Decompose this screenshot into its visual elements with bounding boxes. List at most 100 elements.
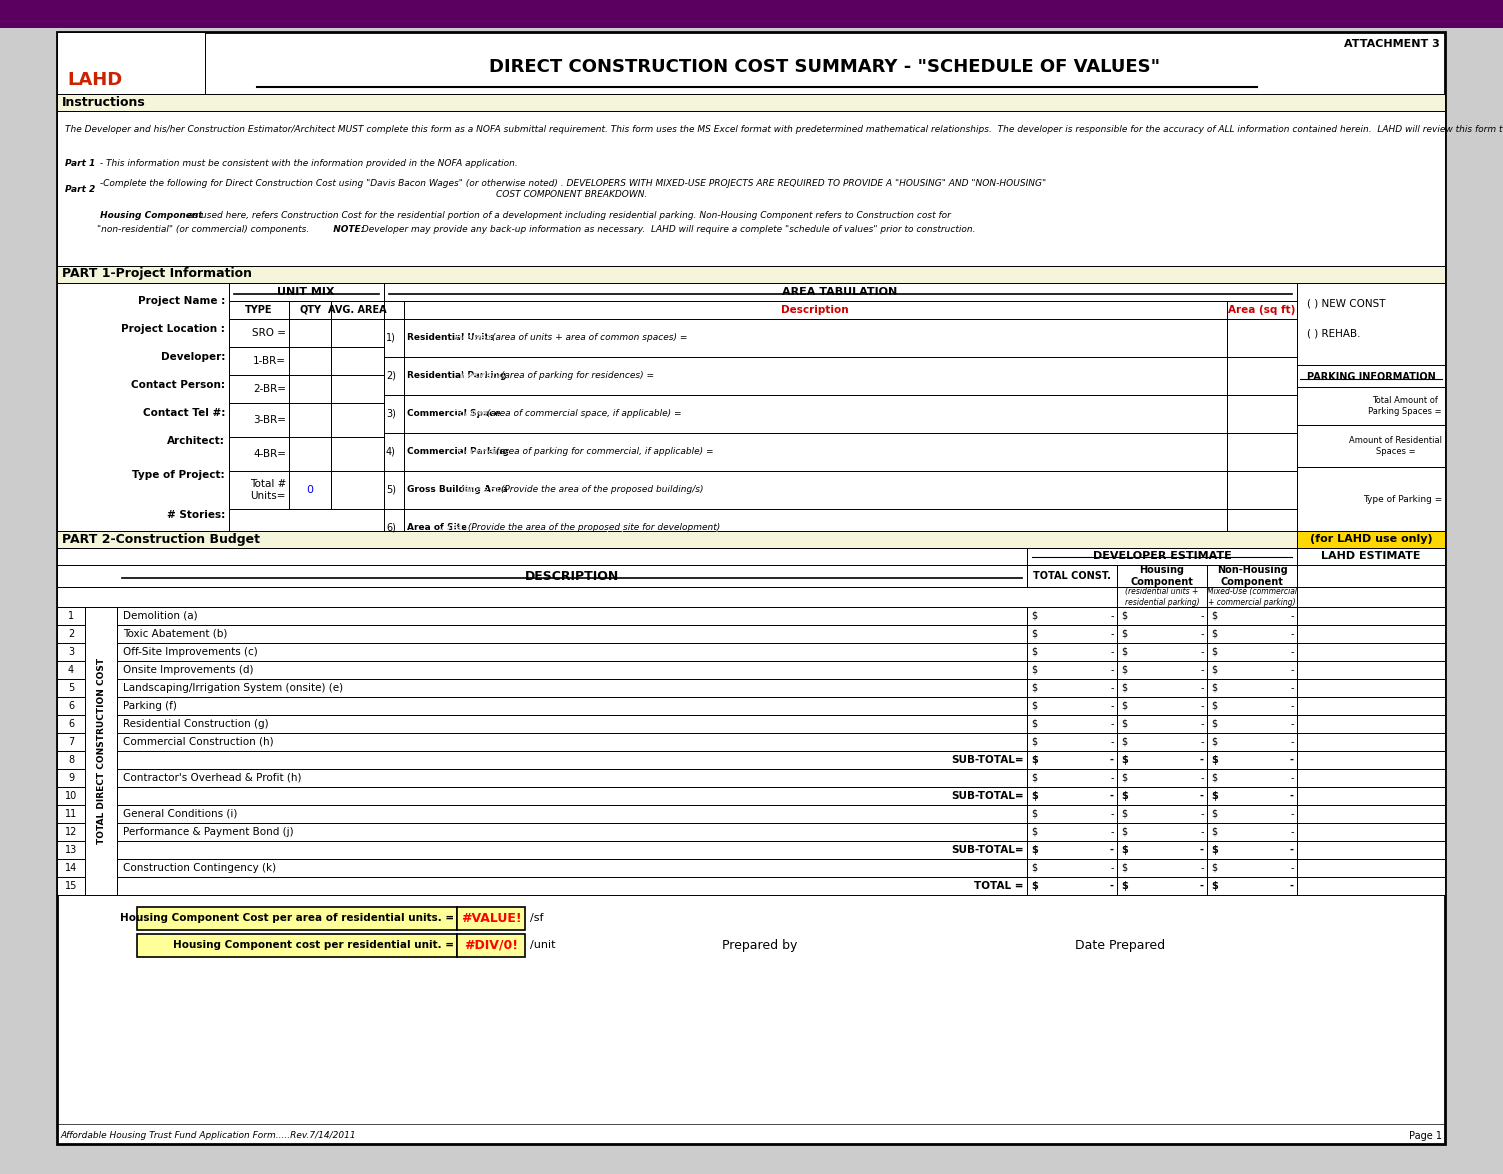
Text: 7: 7 xyxy=(68,737,74,747)
Bar xyxy=(57,587,1117,607)
Text: Parking (f): Parking (f) xyxy=(123,701,177,711)
Bar xyxy=(1297,805,1444,823)
Text: Commercial Parking (area of parking for commercial, if applicable) =: Commercial Parking (area of parking for … xyxy=(407,447,770,457)
Text: -: - xyxy=(1290,880,1294,891)
Bar xyxy=(289,403,331,437)
Bar xyxy=(57,805,86,823)
Text: $: $ xyxy=(1211,755,1217,765)
Bar xyxy=(1117,787,1207,805)
Bar xyxy=(1297,283,1444,531)
Bar xyxy=(1207,715,1297,733)
Bar xyxy=(457,908,525,930)
Bar xyxy=(1027,661,1117,679)
Text: $: $ xyxy=(1211,737,1217,747)
Bar xyxy=(228,348,289,375)
Text: -: - xyxy=(1291,809,1294,819)
Text: /sf: /sf xyxy=(531,913,544,923)
Bar xyxy=(117,769,1027,787)
Text: -: - xyxy=(1111,845,1114,855)
Text: AVG. AREA: AVG. AREA xyxy=(328,305,386,315)
Bar xyxy=(1117,587,1207,607)
Text: -: - xyxy=(1111,701,1114,711)
Bar xyxy=(1117,733,1207,751)
Bar xyxy=(404,301,1226,319)
Text: $: $ xyxy=(1031,826,1037,837)
Text: 15: 15 xyxy=(65,880,77,891)
Bar xyxy=(1207,679,1297,697)
Text: -: - xyxy=(1290,845,1294,855)
Text: Type of Parking =: Type of Parking = xyxy=(1363,494,1441,504)
Bar xyxy=(1226,394,1297,433)
Text: Instructions: Instructions xyxy=(62,95,146,108)
Text: Contact Person:: Contact Person: xyxy=(131,380,225,390)
Text: SRO =: SRO = xyxy=(253,328,286,338)
Bar xyxy=(1027,751,1117,769)
Text: Residential Construction (g): Residential Construction (g) xyxy=(123,718,269,729)
Text: $: $ xyxy=(1211,647,1217,657)
Bar xyxy=(1207,661,1297,679)
Text: The Developer and his/her Construction Estimator/Architect MUST complete this fo: The Developer and his/her Construction E… xyxy=(65,124,1503,134)
Bar xyxy=(404,471,1226,510)
Text: -: - xyxy=(1111,629,1114,639)
Text: /unit: /unit xyxy=(531,940,556,950)
Text: Description: Description xyxy=(782,305,849,315)
Text: $: $ xyxy=(1121,737,1127,747)
Bar xyxy=(1117,607,1207,625)
Text: 3: 3 xyxy=(68,647,74,657)
Bar xyxy=(1207,751,1297,769)
Text: -: - xyxy=(1201,772,1204,783)
Bar xyxy=(117,805,1027,823)
Bar xyxy=(1297,679,1444,697)
Bar xyxy=(57,565,1027,587)
Bar xyxy=(1207,859,1297,877)
Text: $: $ xyxy=(1211,880,1217,891)
Bar xyxy=(1207,877,1297,895)
Bar xyxy=(1027,787,1117,805)
Text: as used here, refers Construction Cost for the residential portion of a developm: as used here, refers Construction Cost f… xyxy=(185,211,951,221)
Bar xyxy=(228,301,289,319)
Text: 2: 2 xyxy=(68,629,74,639)
Bar xyxy=(1117,859,1207,877)
Bar xyxy=(228,471,289,510)
Bar xyxy=(457,935,525,957)
Text: $: $ xyxy=(1211,772,1217,783)
Text: 4): 4) xyxy=(386,447,395,457)
Text: Architect:: Architect: xyxy=(167,436,225,446)
Bar xyxy=(1027,679,1117,697)
Text: (for LAHD use only): (for LAHD use only) xyxy=(1309,534,1432,544)
Text: $: $ xyxy=(1031,701,1037,711)
Bar xyxy=(1226,510,1297,547)
Text: Area (sq ft): Area (sq ft) xyxy=(1228,305,1296,315)
Text: $: $ xyxy=(1211,718,1217,729)
Text: $: $ xyxy=(1211,791,1217,801)
Text: -: - xyxy=(1201,809,1204,819)
Text: $: $ xyxy=(1211,826,1217,837)
Bar xyxy=(1297,859,1444,877)
Bar xyxy=(137,935,457,957)
Text: Part 1: Part 1 xyxy=(65,158,95,168)
Text: 1): 1) xyxy=(386,333,395,343)
Text: $: $ xyxy=(1031,647,1037,657)
Text: -: - xyxy=(1291,718,1294,729)
Text: SUB-TOTAL=: SUB-TOTAL= xyxy=(951,755,1024,765)
Bar xyxy=(1297,587,1444,607)
Bar xyxy=(1297,643,1444,661)
Text: ( ) NEW CONST: ( ) NEW CONST xyxy=(1308,298,1386,308)
Bar xyxy=(1027,697,1117,715)
Bar xyxy=(289,375,331,403)
Text: -: - xyxy=(1201,629,1204,639)
Text: $: $ xyxy=(1031,791,1037,801)
Text: Gross Building Area (Provide the area of the proposed building/s): Gross Building Area (Provide the area of… xyxy=(407,486,756,494)
Text: $: $ xyxy=(1031,755,1037,765)
Text: $: $ xyxy=(1121,629,1127,639)
Bar xyxy=(228,375,289,403)
Text: $: $ xyxy=(1121,718,1127,729)
Bar xyxy=(1207,841,1297,859)
Bar xyxy=(57,112,1444,266)
Text: 1-BR=: 1-BR= xyxy=(253,356,286,366)
Text: DIRECT CONSTRUCTION COST SUMMARY - "SCHEDULE OF VALUES": DIRECT CONSTRUCTION COST SUMMARY - "SCHE… xyxy=(490,58,1160,76)
Bar xyxy=(289,471,331,510)
Bar xyxy=(1226,471,1297,510)
Bar xyxy=(1117,877,1207,895)
Bar xyxy=(1117,841,1207,859)
